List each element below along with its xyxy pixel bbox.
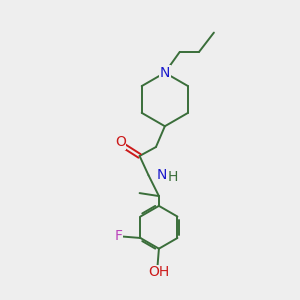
Text: F: F [114, 230, 122, 244]
Text: H: H [168, 170, 178, 184]
Text: OH: OH [148, 266, 169, 280]
Text: N: N [157, 168, 167, 182]
Text: O: O [115, 135, 126, 149]
Text: N: N [160, 66, 170, 80]
